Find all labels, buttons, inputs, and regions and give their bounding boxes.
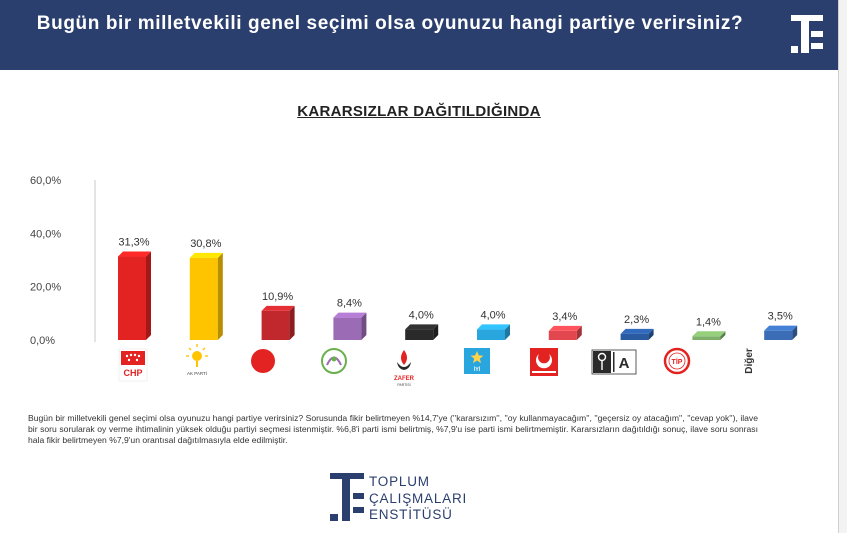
zafer-logo-subtext: PARTİSİ xyxy=(397,382,410,387)
bar xyxy=(405,324,439,340)
bar-side xyxy=(576,325,582,340)
y-tick-label: 20,0% xyxy=(30,282,61,294)
chp-logo-text: CHP xyxy=(123,368,142,378)
bar-side xyxy=(433,324,439,340)
bar-top xyxy=(261,305,295,311)
anahtar-parti-logo-icon: A xyxy=(591,349,637,375)
bar-front xyxy=(118,256,146,340)
brand-footer: TOPLUM ÇALIŞMALARI ENSTİTÜSÜ xyxy=(328,471,498,529)
bar-top xyxy=(333,312,367,318)
bar-front xyxy=(261,310,290,340)
bar-top xyxy=(405,324,439,330)
bar-side xyxy=(720,331,726,340)
bar-value-label: 4,0% xyxy=(480,309,505,321)
bar-value-label: 3,5% xyxy=(768,311,793,323)
iyi-parti-logo-icon: İYİ xyxy=(464,348,490,374)
zafer-logo-text: ZAFER xyxy=(394,376,415,382)
y-tick-label: 40,0% xyxy=(30,228,61,240)
bar xyxy=(189,252,223,340)
y-tick-label: 0,0% xyxy=(30,335,55,347)
bar xyxy=(261,305,295,340)
bar-value-label: 4,0% xyxy=(409,309,434,321)
akp-logo-icon: AK PARTİ xyxy=(186,344,208,376)
brand-name: TOPLUM ÇALIŞMALARI ENSTİTÜSÜ xyxy=(369,474,467,524)
bar-side xyxy=(792,325,798,340)
bar-front xyxy=(189,257,218,340)
bar-front xyxy=(548,330,577,340)
bar-front xyxy=(692,336,721,340)
bar-side xyxy=(289,305,295,340)
bar-top xyxy=(548,325,582,331)
brand-mark-icon xyxy=(330,473,364,521)
bar-front xyxy=(477,329,505,340)
bar-chart: 0,0% 20,0% 40,0% 60,0% 31,3% 30,8% 10,9% 8,4% 4… xyxy=(30,175,798,387)
chp-logo-icon: CHP xyxy=(118,348,148,382)
tip-logo-icon: TİP xyxy=(663,347,691,375)
brand-line-1: TOPLUM xyxy=(369,474,430,489)
iyi-logo-text: İYİ xyxy=(474,366,481,373)
methodology-footnote: Bugün bir milletvekili genel seçimi olsa… xyxy=(28,413,758,445)
bar-top xyxy=(764,325,798,331)
bar-side xyxy=(505,324,510,340)
bar-top xyxy=(692,331,726,337)
header-banner: Bugün bir milletvekili genel seçimi olsa… xyxy=(0,0,838,70)
chart-subtitle: KARARSIZLAR DAĞITILDIĞINDA xyxy=(297,103,541,120)
brand-line-2: ÇALIŞMALARI xyxy=(369,490,468,506)
bar-side xyxy=(146,251,151,340)
akp-logo-text: AK PARTİ xyxy=(187,370,207,376)
y-tick-label: 60,0% xyxy=(30,175,61,187)
bar-side xyxy=(361,312,367,340)
bar xyxy=(333,312,367,340)
bar xyxy=(692,331,726,340)
brand-line-3: ENSTİTÜSÜ xyxy=(369,507,453,522)
tip-logo-text: TİP xyxy=(672,358,683,366)
bar-top xyxy=(118,251,151,257)
bar xyxy=(620,328,654,340)
bar xyxy=(764,325,798,340)
bar-side xyxy=(648,328,654,340)
bar-value-label: 8,4% xyxy=(337,298,362,310)
bar-side xyxy=(217,252,223,340)
bar-front xyxy=(764,330,793,340)
anahtar-logo-text: A xyxy=(619,355,630,372)
zafer-logo-icon: ZAFER PARTİSİ xyxy=(394,350,415,387)
bar-front xyxy=(620,333,649,340)
bar xyxy=(477,324,510,340)
bar-value-label: 31,3% xyxy=(118,237,149,249)
bar-value-label: 3,4% xyxy=(552,311,577,323)
bar xyxy=(548,325,582,340)
bar-top xyxy=(189,252,223,258)
bar-front xyxy=(405,329,434,340)
bar-top xyxy=(620,328,654,334)
bar-top xyxy=(477,324,510,330)
bar-value-label: 1,4% xyxy=(696,316,721,328)
page-title: Bugün bir milletvekili genel seçimi olsa… xyxy=(36,13,744,34)
diger-label: Diğer xyxy=(744,348,755,374)
bar xyxy=(118,251,151,340)
bar-front xyxy=(333,317,362,340)
yeniden-refah-logo-icon xyxy=(530,348,558,376)
mhp-logo-icon xyxy=(251,349,275,373)
bar-value-label: 2,3% xyxy=(624,314,649,326)
bar-value-label: 30,8% xyxy=(190,238,221,250)
bar-value-label: 10,9% xyxy=(262,291,293,303)
huda-par-logo-icon xyxy=(321,348,347,374)
brand-logo-icon xyxy=(791,15,823,53)
